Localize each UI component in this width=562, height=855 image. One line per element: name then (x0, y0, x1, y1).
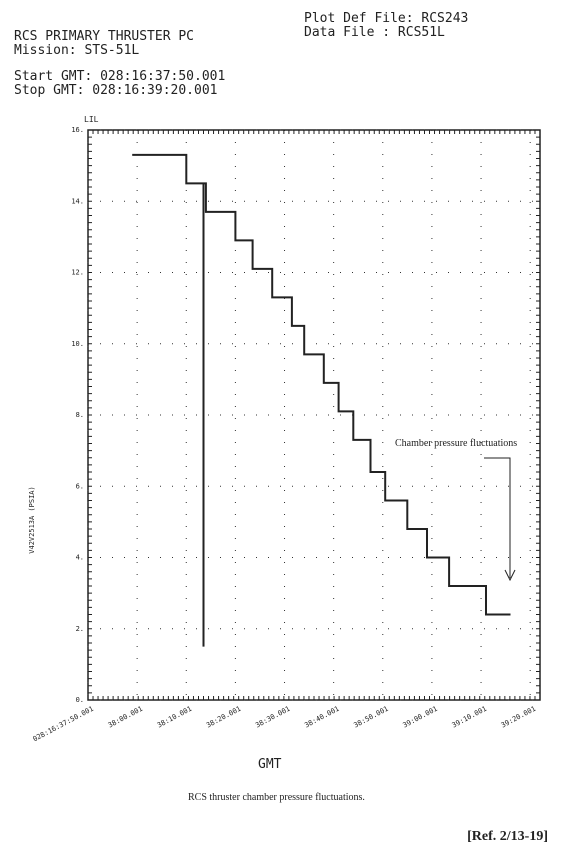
annotation-arrow (484, 457, 516, 582)
header-title: RCS PRIMARY THRUSTER PC (14, 29, 194, 44)
x-tick-label: 38:50.001 (352, 705, 389, 730)
x-tick-label: 38:20.001 (205, 705, 242, 730)
header-start: Start GMT: 028:16:37:50.001 (14, 69, 225, 84)
y-tick-label: 16. (71, 126, 84, 134)
y-tick-label: 2. (76, 625, 84, 633)
x-tick-label: 38:40.001 (303, 705, 340, 730)
y-axis-label: V42V2513A (PSIA) (28, 486, 36, 553)
data-line (132, 153, 511, 647)
x-axis-label: GMT (258, 757, 282, 772)
y-tick-label: 8. (76, 411, 84, 419)
header-mission: Mission: STS-51L (14, 43, 139, 58)
y-tick-label: 4. (76, 554, 84, 562)
x-tick-label: 38:10.001 (156, 705, 193, 730)
header-plot-def: Plot Def File: RCS243 (304, 11, 468, 26)
x-tick-label: 028:16:37:50.001 (32, 705, 95, 744)
y-tick-label: 14. (71, 197, 84, 205)
x-tick-label: 38:30.001 (254, 705, 291, 730)
y-tick-label: 0. (76, 696, 84, 704)
y-tick-label: 6. (76, 482, 84, 490)
header-data-file: Data File : RCS51L (304, 25, 445, 40)
header-stop: Stop GMT: 028:16:39:20.001 (14, 83, 218, 98)
x-tick-label: 39:20.001 (500, 705, 537, 730)
annotation: Chamber pressure fluctuations (395, 438, 517, 449)
caption: RCS thruster chamber pressure fluctuatio… (188, 792, 365, 803)
x-tick-label: 39:00.001 (402, 705, 439, 730)
x-tick-label: 39:10.001 (451, 705, 488, 730)
y-tick-label: 12. (71, 269, 84, 277)
reference: [Ref. 2/13-19] (467, 829, 548, 844)
y-tick-label: 10. (71, 340, 84, 348)
top-label: LIL (84, 115, 99, 124)
x-tick-label: 38:00.001 (107, 705, 144, 730)
